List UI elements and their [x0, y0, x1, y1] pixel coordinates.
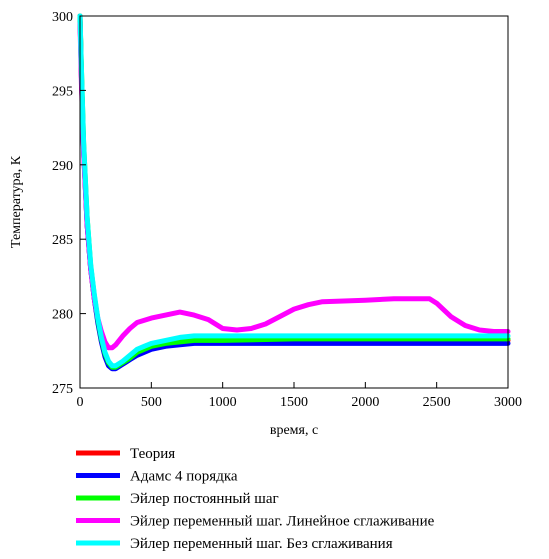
x-tick-label-1: 500: [141, 395, 162, 410]
y-tick-label-1: 280: [52, 308, 73, 323]
y-tick-label-4: 295: [52, 84, 73, 99]
legend-label-0: Теория: [130, 446, 175, 462]
series-line-4: [77, 13, 511, 369]
x-axis-title: время, с: [270, 423, 318, 438]
y-tick-label-3: 290: [52, 159, 73, 174]
y-tick-label-2: 285: [52, 233, 73, 248]
legend-label-2: Эйлер постоянный шаг: [130, 491, 279, 507]
legend-label-4: Эйлер переменный шаг. Без сглаживания: [130, 536, 393, 552]
x-tick-label-0: 0: [77, 395, 84, 410]
x-tick-label-4: 2000: [351, 395, 379, 410]
x-tick-label-6: 3000: [494, 395, 522, 410]
x-tick-label-3: 1500: [280, 395, 308, 410]
series-layer: [77, 13, 511, 372]
legend-label-3: Эйлер переменный шаг. Линейное сглаживан…: [130, 514, 435, 530]
legend-label-1: Адамс 4 порядка: [130, 469, 238, 485]
y-tick-label-0: 275: [52, 382, 73, 397]
x-tick-label-2: 1000: [209, 395, 237, 410]
series-line-3: [77, 20, 511, 351]
y-axis-title: Температура, К: [9, 155, 24, 248]
series-line-2: [77, 13, 511, 370]
series-line-1: [77, 13, 511, 372]
ticks-layer: 0 500 1000 1500 2000 2500 3000 275 280 285 290 295 3…: [52, 10, 522, 410]
y-tick-label-5: 300: [52, 10, 73, 25]
plot-frame: [79, 15, 509, 389]
series-line-0: [77, 13, 511, 370]
legend: Теория Адамс 4 порядка Эйлер постоянный ша…: [76, 446, 435, 552]
x-tick-label-5: 2500: [423, 395, 451, 410]
